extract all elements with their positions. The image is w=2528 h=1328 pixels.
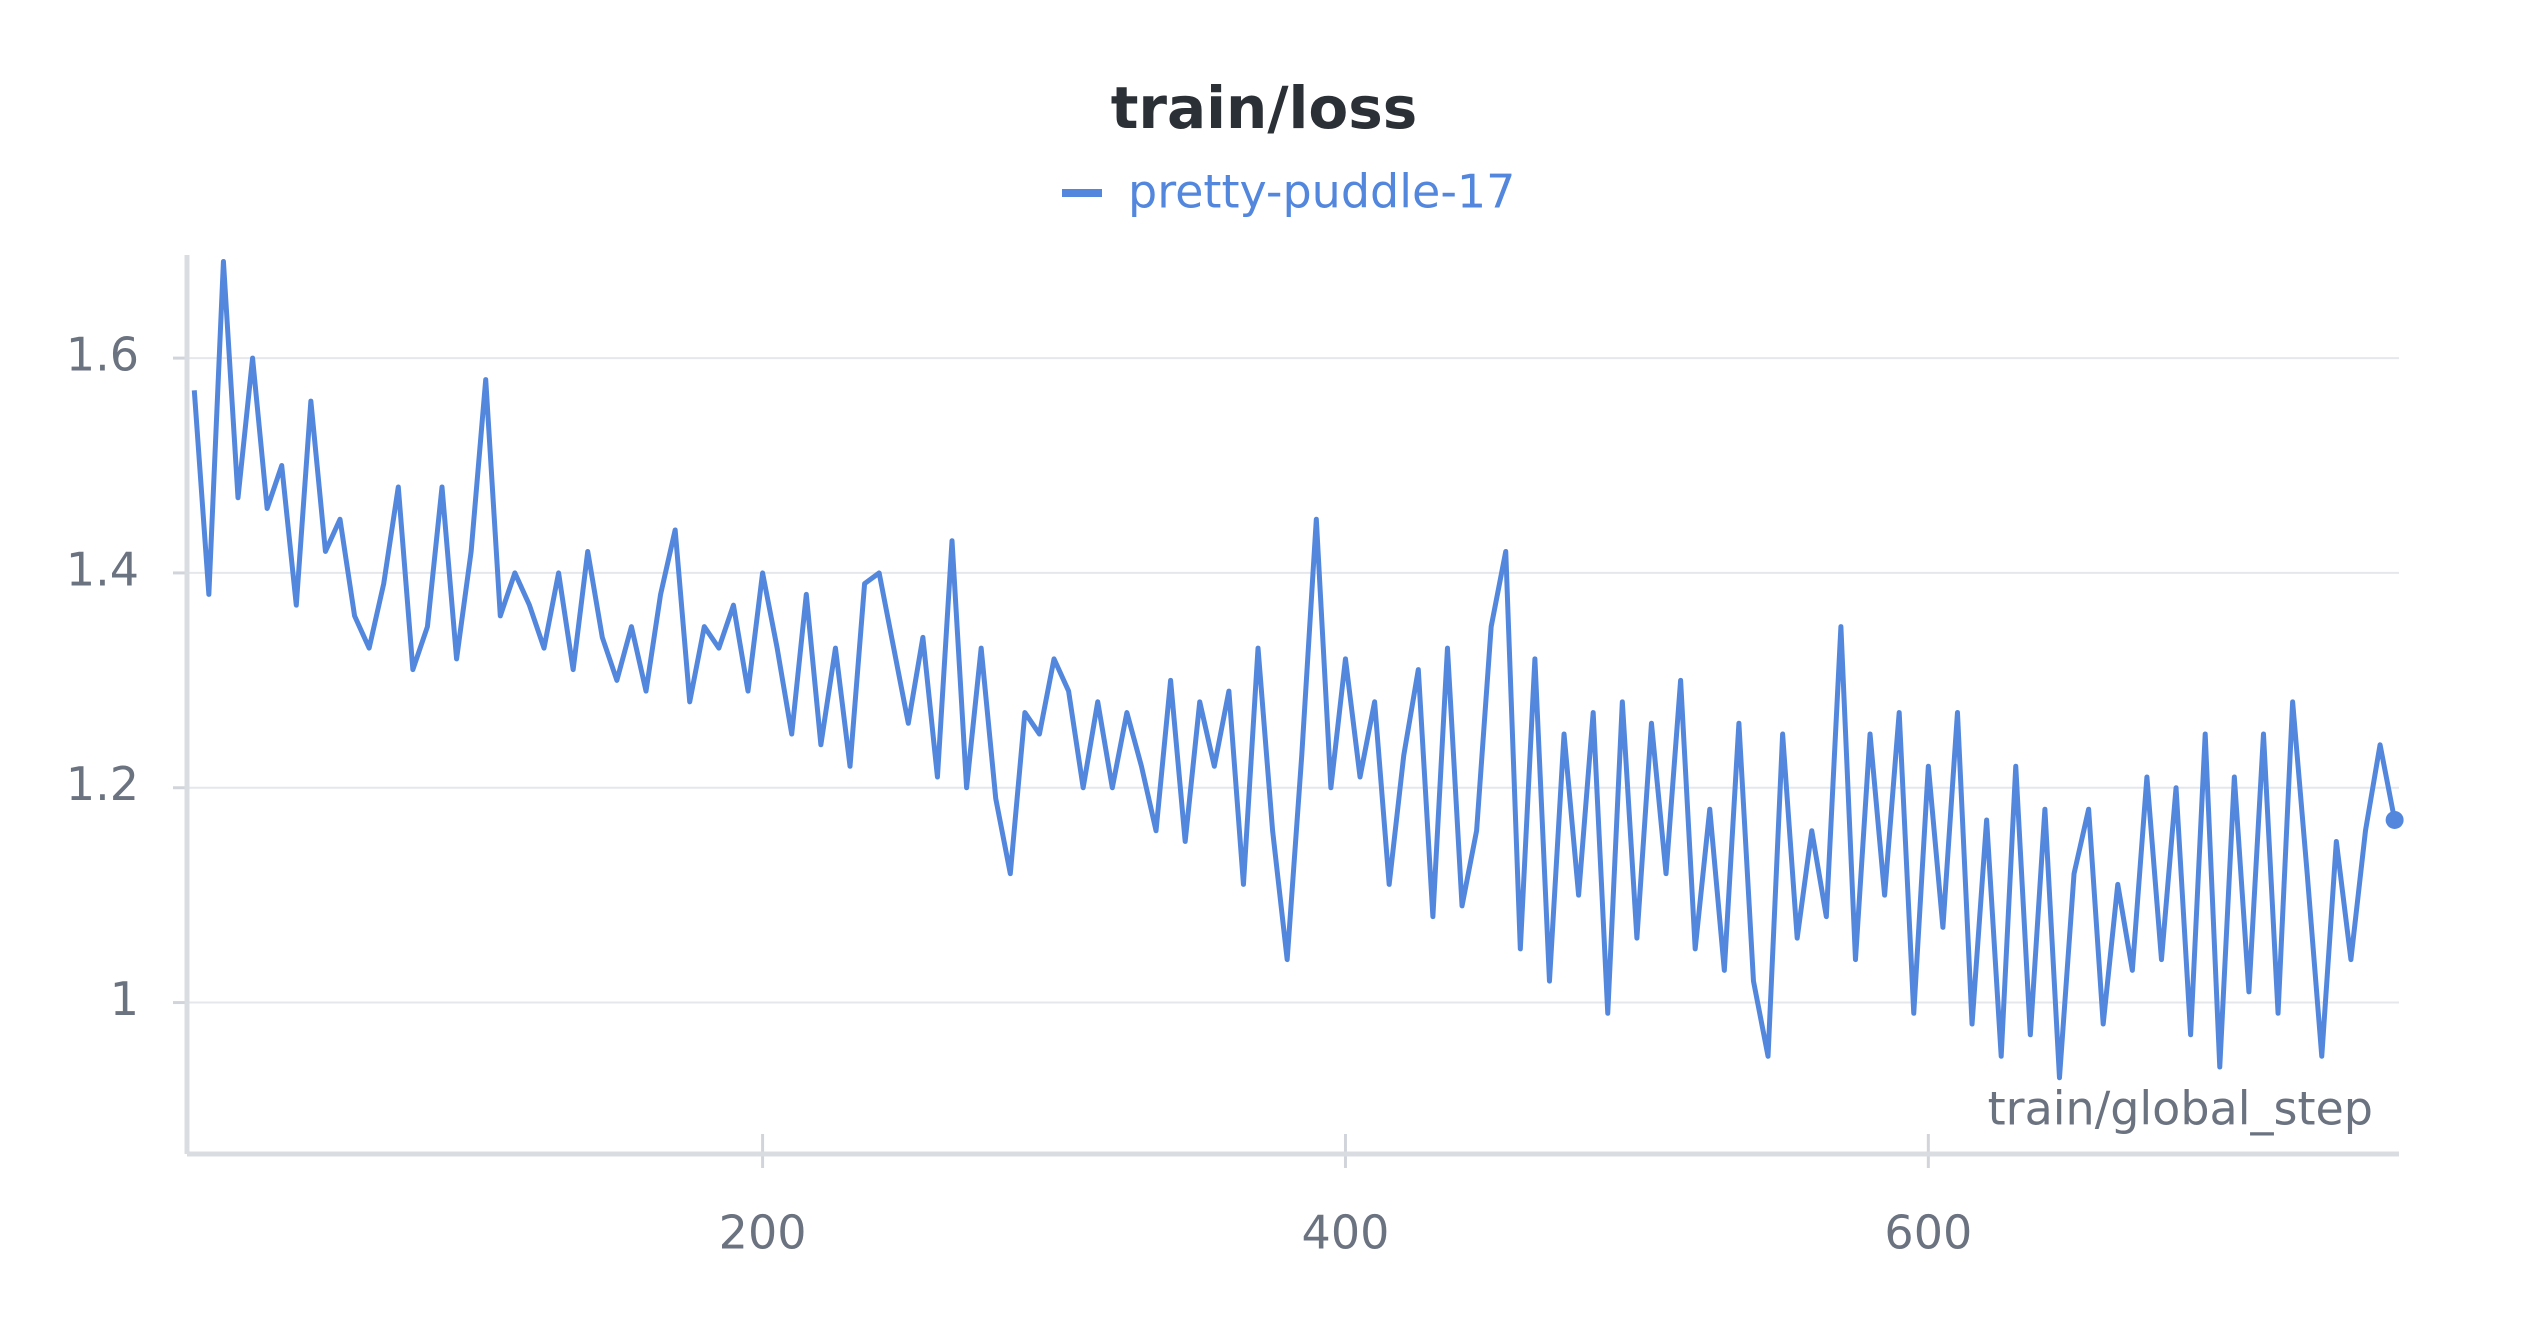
x-tick-label: 600 — [1884, 1206, 1972, 1260]
legend-label: pretty-puddle-17 — [1128, 165, 1515, 219]
chart-title: train/loss — [1111, 74, 1418, 142]
y-tick-label: 1.2 — [66, 757, 139, 811]
x-tick-label: 400 — [1302, 1206, 1390, 1260]
line-series — [191, 258, 2398, 1081]
end-point — [2385, 810, 2404, 829]
y-tick-label: 1 — [110, 972, 139, 1026]
y-tick-label: 1.4 — [66, 542, 139, 596]
y-tick-label: 1.6 — [66, 328, 139, 382]
x-axis-title: train/global_step — [1988, 1082, 2373, 1136]
x-tick-label: 200 — [719, 1206, 807, 1260]
